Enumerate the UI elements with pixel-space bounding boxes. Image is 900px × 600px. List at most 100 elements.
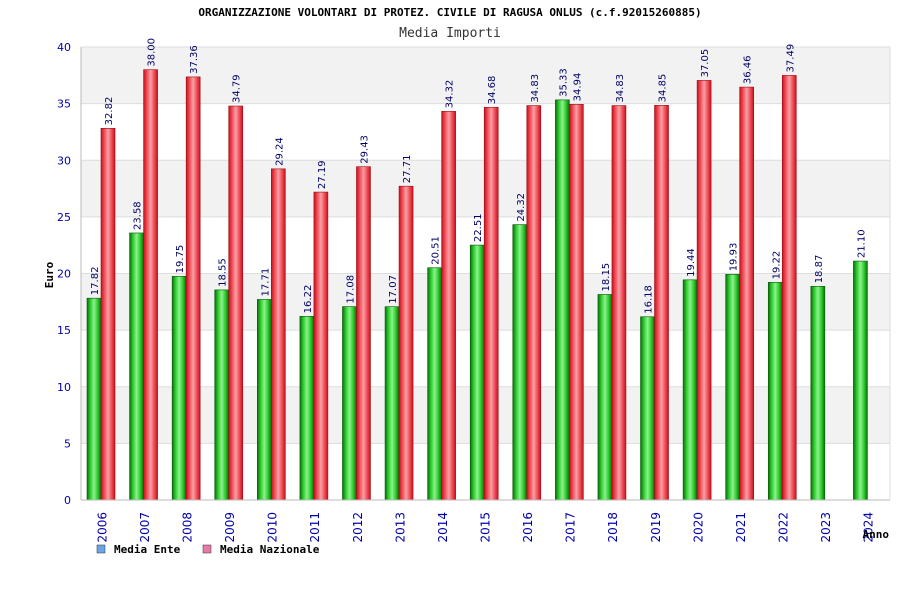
axes xyxy=(80,46,891,501)
value-label-media-nazionale-2016: 34.83 xyxy=(530,74,541,103)
value-label-media-nazionale-2008: 37.36 xyxy=(189,45,200,74)
value-label-media-nazionale-2010: 29.24 xyxy=(274,137,285,166)
value-label-media-ente-2014: 20.51 xyxy=(431,236,442,265)
y-axis-title: Euro xyxy=(43,261,56,288)
x-tick-label: 2022 xyxy=(777,512,791,543)
value-label-media-ente-2024: 21.10 xyxy=(856,229,867,258)
chart-subtitle: Media Importi xyxy=(399,26,501,41)
x-tick-label: 2014 xyxy=(436,512,450,543)
value-label-media-ente-2006: 17.82 xyxy=(90,267,101,296)
value-label-media-ente-2015: 22.51 xyxy=(473,213,484,242)
legend-label-media-ente: Media Ente xyxy=(114,543,181,556)
value-label-media-ente-2023: 18.87 xyxy=(814,255,825,284)
x-tick-label: 2007 xyxy=(138,512,152,543)
bar-media-nazionale-2011 xyxy=(313,191,329,501)
x-tick-label: 2020 xyxy=(691,512,705,543)
x-tick-label: 2016 xyxy=(521,512,535,543)
value-label-media-ente-2009: 18.55 xyxy=(218,258,229,287)
y-tick-label: 25 xyxy=(57,211,71,224)
legend: Media Ente Media Nazionale xyxy=(96,543,320,556)
value-label-media-nazionale-2022: 37.49 xyxy=(785,44,796,73)
value-label-media-nazionale-2009: 34.79 xyxy=(232,74,243,103)
bar-media-ente-2014 xyxy=(427,267,442,501)
y-tick-label: 5 xyxy=(64,437,71,450)
bar-media-ente-2009 xyxy=(214,289,230,501)
bar-media-nazionale-2022 xyxy=(781,75,797,501)
x-tick-label: 2021 xyxy=(734,512,748,543)
value-label-media-nazionale-2011: 27.19 xyxy=(317,160,328,189)
bar-media-ente-2013 xyxy=(384,306,400,501)
value-label-media-nazionale-2007: 38.00 xyxy=(147,38,158,67)
value-label-media-ente-2019: 16.18 xyxy=(644,285,655,314)
chart-title: ORGANIZZAZIONE VOLONTARI DI PROTEZ. CIVI… xyxy=(198,6,701,19)
bar-media-nazionale-2020 xyxy=(696,80,712,501)
bar-media-nazionale-2014 xyxy=(441,111,456,501)
value-label-media-ente-2018: 18.15 xyxy=(601,263,612,292)
value-label-media-nazionale-2013: 27.71 xyxy=(402,155,413,184)
x-tick-label: 2011 xyxy=(308,512,322,543)
x-tick-label: 2010 xyxy=(266,512,280,543)
value-label-media-ente-2016: 24.32 xyxy=(516,193,527,222)
bar-media-nazionale-2007 xyxy=(143,69,158,501)
bar-media-ente-2022 xyxy=(767,282,783,501)
value-label-media-ente-2007: 23.58 xyxy=(133,201,144,230)
y-tick-labels: 0 5 10 15 20 25 30 35 40 xyxy=(57,41,71,507)
bar-media-ente-2017 xyxy=(555,99,570,501)
y-tick-label: 10 xyxy=(57,381,71,394)
bar-media-nazionale-2009 xyxy=(228,105,244,501)
y-tick-label: 15 xyxy=(57,324,71,337)
value-label-media-ente-2008: 19.75 xyxy=(175,245,186,274)
value-label-media-ente-2013: 17.07 xyxy=(388,275,399,304)
x-tick-label: 2018 xyxy=(606,512,620,543)
y-tick-label: 0 xyxy=(64,494,71,507)
x-tick-label: 2012 xyxy=(351,512,365,543)
bar-media-nazionale-2010 xyxy=(271,168,286,501)
x-tick-label: 2006 xyxy=(95,512,109,543)
bar-media-nazionale-2012 xyxy=(356,166,371,501)
x-tick-label: 2008 xyxy=(180,512,194,543)
value-label-media-nazionale-2006: 32.82 xyxy=(104,97,115,126)
value-label-media-ente-2022: 19.22 xyxy=(771,251,782,280)
legend-label-media-nazionale: Media Nazionale xyxy=(220,543,320,556)
bar-media-ente-2006 xyxy=(86,297,102,501)
value-label-media-nazionale-2020: 37.05 xyxy=(700,49,711,78)
value-label-media-nazionale-2019: 34.85 xyxy=(658,74,669,103)
bar-media-ente-2010 xyxy=(257,299,272,501)
bar-media-ente-2012 xyxy=(342,306,357,501)
bar-media-ente-2020 xyxy=(682,279,698,501)
bar-media-nazionale-2018 xyxy=(611,105,627,501)
x-tick-label: 2009 xyxy=(223,512,237,543)
value-label-media-nazionale-2018: 34.83 xyxy=(615,74,626,103)
bar-media-ente-2023 xyxy=(810,285,826,501)
value-label-media-ente-2017: 35.33 xyxy=(558,68,569,97)
x-tick-label: 2019 xyxy=(649,512,663,543)
y-tick-label: 35 xyxy=(57,98,71,111)
value-label-media-nazionale-2014: 34.32 xyxy=(445,80,456,109)
y-tick-label: 40 xyxy=(57,41,71,54)
value-labels: 17.82 23.58 19.75 18.55 17.71 16.22 17.08 17.07… xyxy=(90,38,867,314)
x-tick-label: 2017 xyxy=(564,512,578,543)
bar-media-ente-2019 xyxy=(640,316,655,501)
legend-swatch-media-nazionale xyxy=(202,544,212,554)
bar-media-ente-2015 xyxy=(469,244,485,501)
value-label-media-nazionale-2012: 29.43 xyxy=(359,135,370,164)
x-tick-label: 2015 xyxy=(479,512,493,543)
value-label-media-ente-2010: 17.71 xyxy=(260,268,271,297)
bar-media-nazionale-2008 xyxy=(185,76,201,501)
bar-media-ente-2011 xyxy=(299,316,315,501)
x-tick-label: 2024 xyxy=(862,512,876,543)
value-label-media-nazionale-2017: 34.94 xyxy=(572,73,583,102)
bar-media-nazionale-2016 xyxy=(526,105,542,501)
bar-media-ente-2016 xyxy=(512,224,528,501)
value-label-media-ente-2020: 19.44 xyxy=(686,248,697,277)
bar-media-ente-2018 xyxy=(597,294,613,501)
bar-media-nazionale-2013 xyxy=(398,185,414,501)
y-tick-label: 20 xyxy=(57,268,71,281)
value-label-media-ente-2012: 17.08 xyxy=(345,275,356,304)
bar-media-nazionale-2021 xyxy=(739,86,754,501)
y-tick-label: 30 xyxy=(57,154,71,167)
value-label-media-nazionale-2021: 36.46 xyxy=(743,55,754,84)
legend-swatch-media-ente xyxy=(96,544,106,554)
bar-media-ente-2008 xyxy=(171,276,187,501)
